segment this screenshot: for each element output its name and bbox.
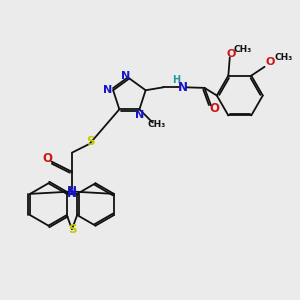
Text: N: N xyxy=(67,185,77,198)
Text: S: S xyxy=(68,223,76,236)
Text: S: S xyxy=(86,135,94,148)
Text: O: O xyxy=(209,102,219,115)
Text: N: N xyxy=(178,81,188,94)
Text: N: N xyxy=(103,85,112,95)
Text: CH₃: CH₃ xyxy=(147,120,165,129)
Text: O: O xyxy=(226,49,236,59)
Text: O: O xyxy=(265,57,274,68)
Text: H: H xyxy=(172,75,180,85)
Text: N: N xyxy=(121,71,130,81)
Text: N: N xyxy=(135,110,145,120)
Text: O: O xyxy=(43,152,53,165)
Text: CH₃: CH₃ xyxy=(274,53,293,62)
Text: N: N xyxy=(67,187,77,200)
Text: CH₃: CH₃ xyxy=(233,45,251,54)
